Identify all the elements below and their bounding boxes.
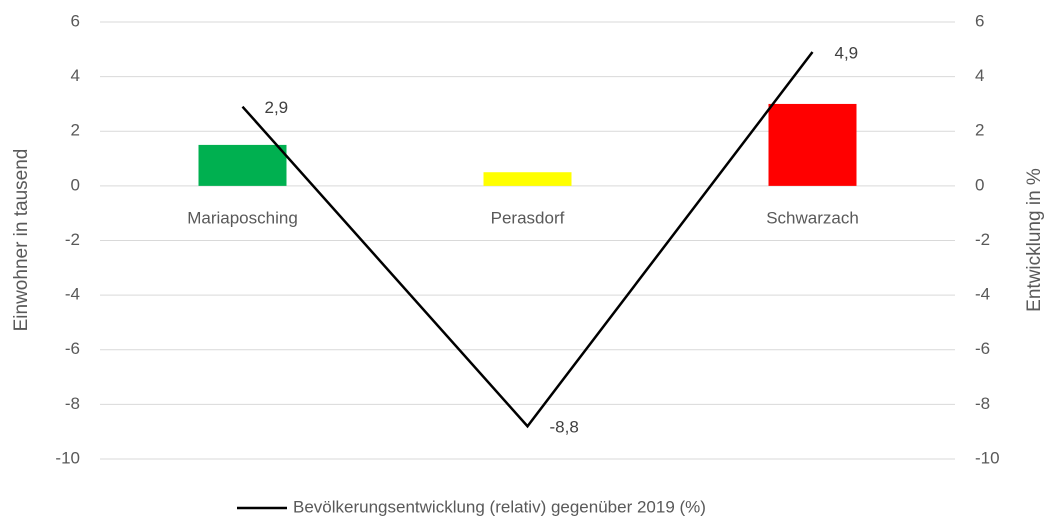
bar bbox=[483, 172, 572, 186]
y2-tick-label: 0 bbox=[975, 175, 984, 194]
legend-label: Bevölkerungsentwicklung (relativ) gegenü… bbox=[293, 497, 706, 516]
y-tick-label: 0 bbox=[71, 175, 80, 194]
y2-tick-label: 2 bbox=[975, 121, 984, 140]
x-tick-label: Schwarzach bbox=[766, 208, 859, 227]
y2-tick-label: -6 bbox=[975, 339, 990, 358]
y2-tick-label: -2 bbox=[975, 230, 990, 249]
y2-tick-label: 6 bbox=[975, 11, 984, 30]
data-label: -8,8 bbox=[550, 418, 579, 437]
data-label: 4,9 bbox=[835, 44, 859, 63]
data-label: 2,9 bbox=[265, 98, 289, 117]
y-tick-label: 2 bbox=[71, 121, 80, 140]
bar bbox=[198, 144, 287, 186]
y-tick-label: -6 bbox=[65, 339, 80, 358]
y2-tick-label: -10 bbox=[975, 448, 1000, 467]
y2-tick-label: 4 bbox=[975, 66, 984, 85]
y-tick-label: -10 bbox=[55, 448, 80, 467]
x-tick-label: Mariaposching bbox=[187, 208, 298, 227]
bar bbox=[768, 103, 857, 186]
line bbox=[241, 51, 814, 429]
y2-tick-label: -8 bbox=[975, 394, 990, 413]
y-tick-label: 6 bbox=[71, 11, 80, 30]
x-tick-label: Perasdorf bbox=[491, 208, 565, 227]
y-tick-label: -2 bbox=[65, 230, 80, 249]
y-tick-label: -8 bbox=[65, 394, 80, 413]
y2-axis-title: Entwicklung in % bbox=[1024, 168, 1045, 312]
y-tick-label: -4 bbox=[65, 285, 80, 304]
y2-tick-label: -4 bbox=[975, 285, 990, 304]
y-tick-label: 4 bbox=[71, 66, 80, 85]
y-axis-title: Einwohner in tausend bbox=[11, 149, 32, 332]
